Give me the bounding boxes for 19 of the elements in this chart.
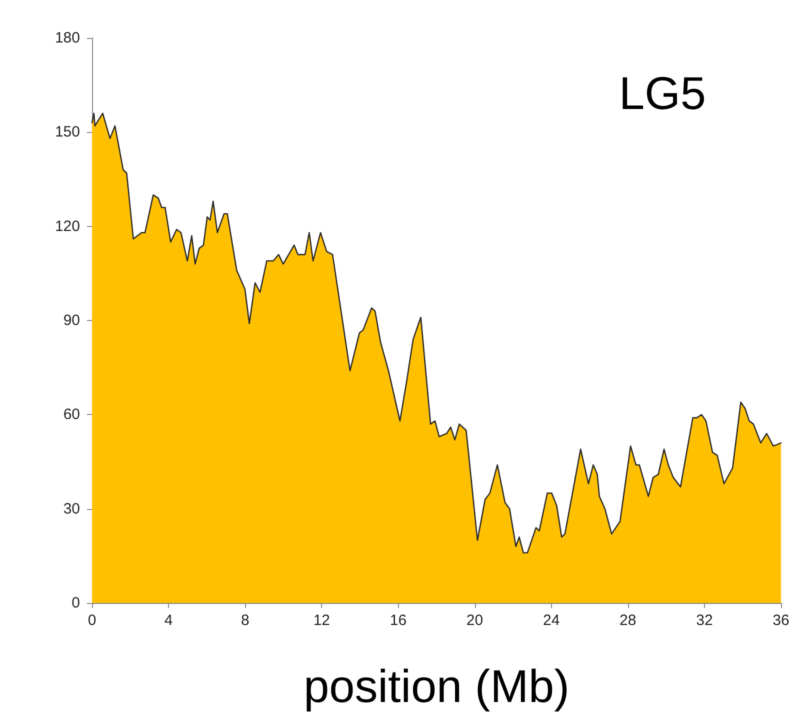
y-tick-label: 90: [63, 312, 80, 329]
y-tick-label: 120: [54, 218, 80, 235]
x-tick-label: 8: [240, 612, 250, 629]
x-tick-label: 12: [313, 612, 330, 629]
y-tick-label: 30: [63, 500, 80, 518]
y-tick-label: 150: [54, 124, 80, 141]
x-tick-label: 16: [390, 612, 407, 629]
annotation: LG5: [619, 67, 706, 119]
x-tick-label: 20: [466, 612, 484, 629]
x-axis-title: position (Mb): [304, 660, 570, 712]
y-tick-label: 180: [54, 30, 80, 46]
x-tick-label: 0: [88, 612, 96, 629]
x-tick-label: 24: [542, 612, 560, 629]
x-tick-label: 36: [772, 612, 790, 629]
x-tick-label: 32: [696, 612, 713, 629]
x-tick-label: 4: [164, 612, 173, 629]
x-tick-label: 28: [620, 612, 636, 629]
y-tick-label: 0: [72, 594, 80, 612]
y-tick-label: 60: [63, 406, 80, 424]
